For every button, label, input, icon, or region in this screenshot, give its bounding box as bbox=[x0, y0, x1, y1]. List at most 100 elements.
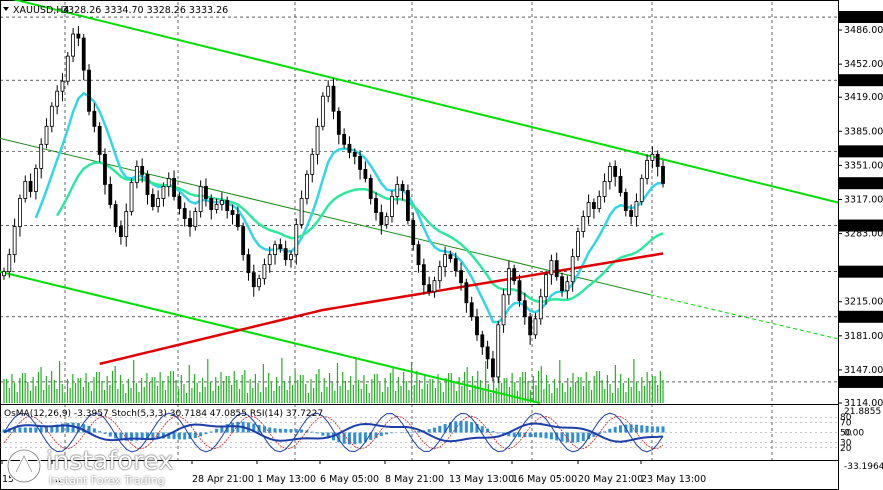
candle-body bbox=[623, 192, 628, 211]
candle-body bbox=[459, 270, 463, 284]
osma-bar bbox=[29, 427, 33, 433]
candle-body bbox=[241, 226, 246, 256]
osma-bar bbox=[98, 431, 102, 433]
osma-bar bbox=[45, 426, 49, 433]
price-tick-label: 3419.00 bbox=[844, 92, 883, 103]
price-level-tag bbox=[839, 265, 883, 278]
candle-body bbox=[251, 272, 256, 288]
candle-body bbox=[384, 216, 389, 225]
price-level-tag bbox=[839, 310, 883, 323]
candle-body bbox=[294, 224, 299, 256]
osma-bar bbox=[300, 429, 304, 433]
osma-bar bbox=[326, 432, 330, 439]
price-level-label: 3365.00 bbox=[842, 147, 883, 158]
osma-bar bbox=[661, 426, 665, 433]
collapse-triangle-icon bbox=[3, 7, 9, 11]
candle-body bbox=[448, 254, 453, 260]
candle-body bbox=[650, 153, 655, 161]
candle-body bbox=[44, 125, 49, 145]
osma-bar bbox=[252, 423, 256, 433]
candle-body bbox=[634, 201, 639, 217]
candle-body bbox=[597, 196, 602, 209]
osma-bar bbox=[220, 426, 224, 433]
candle-body bbox=[92, 110, 97, 127]
price-level-tag bbox=[839, 375, 883, 388]
candle-body bbox=[432, 280, 437, 293]
candle-body bbox=[480, 334, 485, 348]
candle-body bbox=[352, 151, 357, 157]
stoch-level-label: 30 bbox=[840, 439, 852, 449]
price-level-label: 3499.00 bbox=[842, 13, 883, 24]
osma-bar bbox=[50, 425, 54, 433]
candle-body bbox=[501, 294, 506, 326]
osma-bar bbox=[650, 426, 654, 433]
osma-bar bbox=[55, 424, 59, 433]
price-level-tag bbox=[839, 11, 883, 24]
candle-body bbox=[278, 244, 283, 250]
candle-body bbox=[76, 33, 81, 39]
candle-body bbox=[602, 181, 607, 197]
channel-lower-line bbox=[0, 270, 541, 404]
osma-bar bbox=[470, 422, 474, 433]
candle-body bbox=[283, 248, 288, 261]
osma-bar bbox=[480, 426, 484, 433]
osma-axis-bottom: -33.1964 bbox=[844, 462, 883, 472]
candle-body bbox=[145, 174, 150, 195]
osma-bar bbox=[172, 432, 176, 440]
time-label: 16 May 05:00 bbox=[512, 474, 577, 485]
osma-bar bbox=[130, 432, 134, 441]
candle-body bbox=[310, 153, 315, 175]
time-label: 8 May 21:00 bbox=[385, 474, 444, 485]
time-label: 1 May 13:00 bbox=[257, 474, 316, 485]
candle-body bbox=[331, 85, 336, 112]
candle-body bbox=[262, 264, 267, 280]
candle-body bbox=[522, 300, 527, 318]
candle-body bbox=[538, 296, 543, 320]
osma-bar bbox=[183, 432, 187, 440]
price-level-label: 3245.00 bbox=[842, 267, 883, 278]
osma-bar bbox=[262, 426, 266, 433]
price-level-tag bbox=[839, 74, 883, 87]
instaforex-logo-icon bbox=[6, 448, 42, 484]
osma-bar bbox=[576, 432, 580, 443]
candle-body bbox=[87, 69, 91, 112]
candle-body bbox=[2, 271, 6, 277]
osma-bar bbox=[82, 424, 86, 433]
osma-bar bbox=[544, 432, 548, 439]
osma-bar bbox=[268, 427, 272, 433]
time-label: ... bbox=[52, 474, 61, 485]
candle-body bbox=[581, 216, 586, 232]
candle-body bbox=[374, 198, 378, 213]
osma-bar bbox=[629, 424, 633, 433]
osma-bar bbox=[390, 432, 394, 434]
osma-bar bbox=[161, 432, 165, 439]
osma-bar bbox=[135, 432, 139, 441]
candle-body bbox=[554, 260, 559, 278]
osma-bar bbox=[231, 422, 235, 433]
osma-bar bbox=[199, 432, 203, 437]
candle-body bbox=[235, 214, 240, 227]
candle-body bbox=[267, 254, 272, 266]
osma-bar bbox=[571, 432, 575, 443]
mid-trend-line bbox=[0, 137, 651, 296]
time-label: 6 May 05:00 bbox=[320, 474, 379, 485]
candle-body bbox=[485, 346, 490, 360]
candle-body bbox=[299, 198, 304, 225]
candle-body bbox=[336, 110, 341, 135]
candle-body bbox=[406, 190, 410, 221]
candle-body bbox=[129, 182, 134, 212]
candle-body bbox=[230, 210, 235, 215]
osma-bar bbox=[401, 431, 405, 433]
candle-body bbox=[49, 105, 54, 127]
price-tick-label: 3385.00 bbox=[844, 126, 883, 137]
candle-body bbox=[257, 278, 261, 288]
osma-bar bbox=[193, 432, 197, 439]
rsi-line bbox=[3, 422, 664, 443]
osma-bar bbox=[555, 432, 559, 441]
osma-bar bbox=[353, 432, 357, 445]
osma-bar bbox=[603, 431, 607, 433]
osma-bar bbox=[608, 428, 612, 433]
osma-bar bbox=[273, 428, 277, 433]
